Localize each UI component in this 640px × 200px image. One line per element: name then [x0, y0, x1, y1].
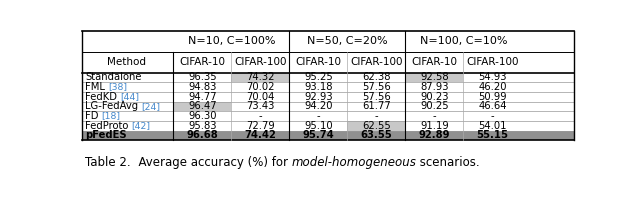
Text: CIFAR-10: CIFAR-10 [295, 57, 341, 67]
Text: 94.77: 94.77 [188, 92, 216, 102]
Text: CIFAR-10: CIFAR-10 [179, 57, 225, 67]
Text: 96.68: 96.68 [186, 130, 218, 140]
Text: 62.55: 62.55 [362, 121, 391, 131]
Text: Standalone: Standalone [85, 72, 141, 82]
Text: model-homogeneous: model-homogeneous [291, 156, 416, 169]
Text: 93.18: 93.18 [304, 82, 333, 92]
Text: 96.30: 96.30 [188, 111, 216, 121]
Text: 95.25: 95.25 [304, 72, 333, 82]
Text: 74.42: 74.42 [244, 130, 276, 140]
Text: 70.04: 70.04 [246, 92, 275, 102]
Text: [24]: [24] [141, 102, 160, 111]
Text: -: - [259, 111, 262, 121]
Text: 46.64: 46.64 [478, 101, 507, 111]
Text: 96.35: 96.35 [188, 72, 216, 82]
Text: pFedES: pFedES [85, 130, 127, 140]
Text: 57.56: 57.56 [362, 92, 391, 102]
Text: [42]: [42] [131, 121, 150, 130]
Text: 63.55: 63.55 [360, 130, 392, 140]
Text: 57.56: 57.56 [362, 82, 391, 92]
Text: 62.38: 62.38 [362, 72, 390, 82]
Text: FML: FML [85, 82, 108, 92]
Text: 95.74: 95.74 [303, 130, 334, 140]
Text: 46.20: 46.20 [478, 82, 507, 92]
Text: 92.58: 92.58 [420, 72, 449, 82]
Text: FedProto: FedProto [85, 121, 131, 131]
Text: 91.19: 91.19 [420, 121, 449, 131]
Text: Average accuracy (%) for: Average accuracy (%) for [131, 156, 291, 169]
Text: -: - [433, 111, 436, 121]
Text: 96.47: 96.47 [188, 101, 216, 111]
Text: -: - [317, 111, 320, 121]
Text: [18]: [18] [102, 112, 120, 121]
Text: 61.77: 61.77 [362, 101, 391, 111]
Text: CIFAR-100: CIFAR-100 [466, 57, 518, 67]
Text: FedKD: FedKD [85, 92, 120, 102]
Text: 54.93: 54.93 [478, 72, 507, 82]
Text: -: - [491, 111, 494, 121]
Text: 90.25: 90.25 [420, 101, 449, 111]
Text: [38]: [38] [108, 83, 127, 92]
Text: LG-FedAvg: LG-FedAvg [85, 101, 141, 111]
Text: 95.83: 95.83 [188, 121, 216, 131]
Text: scenarios.: scenarios. [416, 156, 480, 169]
Text: 92.89: 92.89 [419, 130, 450, 140]
Text: FD: FD [85, 111, 102, 121]
Text: Table 2.: Table 2. [85, 156, 131, 169]
Text: CIFAR-100: CIFAR-100 [350, 57, 403, 67]
Text: 72.79: 72.79 [246, 121, 275, 131]
Text: N=10, C=100%: N=10, C=100% [188, 36, 275, 46]
Text: 74.32: 74.32 [246, 72, 275, 82]
Text: 95.10: 95.10 [304, 121, 333, 131]
Text: N=50, C=20%: N=50, C=20% [307, 36, 388, 46]
Text: 94.20: 94.20 [304, 101, 333, 111]
Text: 54.01: 54.01 [478, 121, 507, 131]
Text: 50.99: 50.99 [478, 92, 507, 102]
Text: Method: Method [107, 57, 146, 67]
Text: 70.02: 70.02 [246, 82, 275, 92]
Text: [44]: [44] [120, 92, 139, 101]
Text: -: - [374, 111, 378, 121]
Text: 87.93: 87.93 [420, 82, 449, 92]
Text: 55.15: 55.15 [476, 130, 508, 140]
Text: N=100, C=10%: N=100, C=10% [420, 36, 507, 46]
Text: 73.43: 73.43 [246, 101, 275, 111]
Text: 92.93: 92.93 [304, 92, 333, 102]
Text: CIFAR-10: CIFAR-10 [412, 57, 458, 67]
Text: 94.83: 94.83 [188, 82, 216, 92]
Text: 90.23: 90.23 [420, 92, 449, 102]
Text: CIFAR-100: CIFAR-100 [234, 57, 287, 67]
